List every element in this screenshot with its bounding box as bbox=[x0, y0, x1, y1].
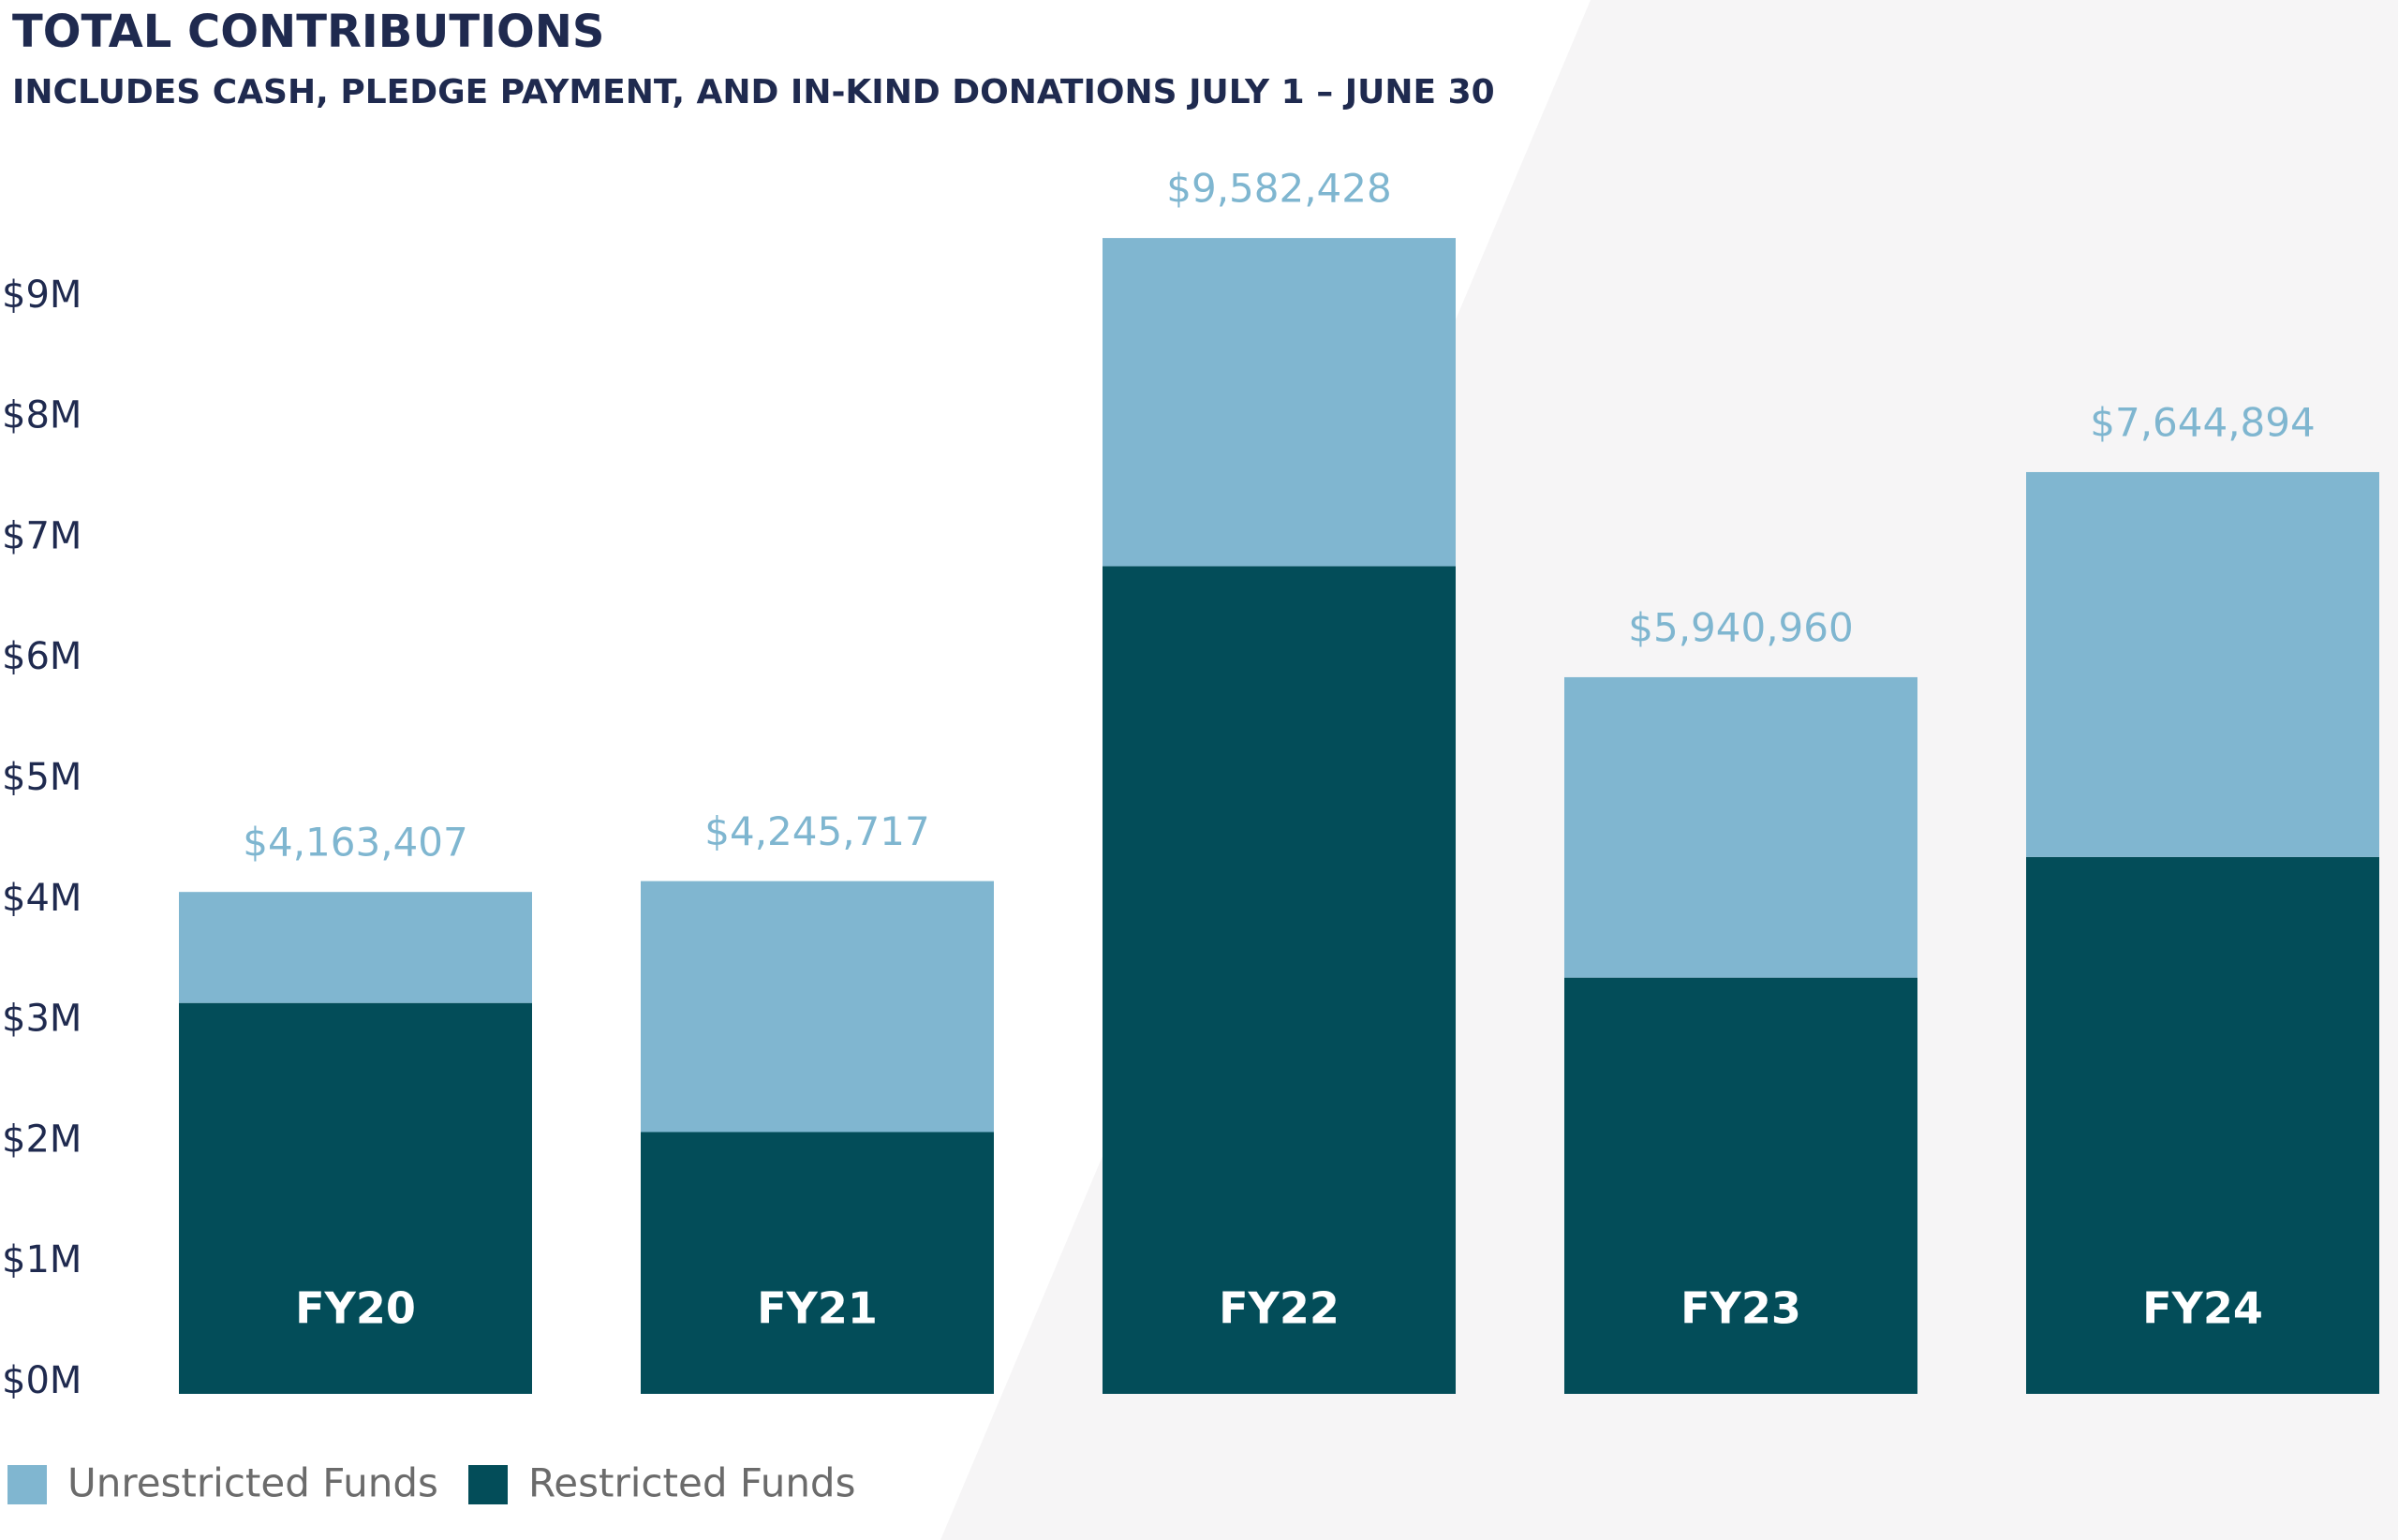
x-tick-label: FY22 bbox=[1219, 1283, 1340, 1334]
x-tick-label: FY24 bbox=[2142, 1283, 2263, 1334]
x-tick-label: FY21 bbox=[757, 1283, 878, 1334]
total-label: $5,940,960 bbox=[1628, 604, 1853, 650]
total-label: $7,644,894 bbox=[2090, 399, 2315, 445]
bar-segment bbox=[641, 881, 994, 1133]
x-tick-label: FY23 bbox=[1680, 1283, 1801, 1334]
legend-swatch bbox=[468, 1465, 508, 1504]
y-tick-label: $5M bbox=[2, 756, 81, 799]
total-label: $4,245,717 bbox=[704, 808, 929, 854]
bar-segment bbox=[1564, 977, 1917, 1394]
total-label: $9,582,428 bbox=[1166, 166, 1391, 212]
total-label: $4,163,407 bbox=[243, 820, 467, 866]
y-tick-label: $4M bbox=[2, 877, 81, 920]
legend-label: Unrestricted Funds bbox=[67, 1460, 438, 1506]
bar-segment bbox=[2026, 856, 2379, 1394]
y-tick-label: $3M bbox=[2, 998, 81, 1041]
legend-swatch bbox=[7, 1465, 47, 1504]
y-tick-label: $2M bbox=[2, 1118, 81, 1161]
chart-subtitle: INCLUDES CASH, PLEDGE PAYMENT, AND IN-KI… bbox=[12, 73, 1495, 111]
y-tick-label: $8M bbox=[2, 394, 81, 437]
legend-label: Restricted Funds bbox=[528, 1460, 855, 1506]
y-tick-label: $1M bbox=[2, 1238, 81, 1281]
bar-segment bbox=[1103, 566, 1456, 1394]
y-tick-label: $0M bbox=[2, 1359, 81, 1402]
bar-segment bbox=[1564, 676, 1917, 978]
y-tick-label: $6M bbox=[2, 635, 81, 678]
bar-segment bbox=[179, 892, 532, 1003]
bar-segment bbox=[641, 1132, 994, 1394]
bar-segment bbox=[1103, 238, 1456, 567]
bar-segment bbox=[2026, 471, 2379, 857]
bar-segment bbox=[179, 1002, 532, 1394]
y-tick-label: $7M bbox=[2, 514, 81, 557]
chart-title: TOTAL CONTRIBUTIONS bbox=[12, 6, 604, 58]
x-tick-label: FY20 bbox=[295, 1283, 416, 1334]
y-tick-label: $9M bbox=[2, 274, 81, 317]
